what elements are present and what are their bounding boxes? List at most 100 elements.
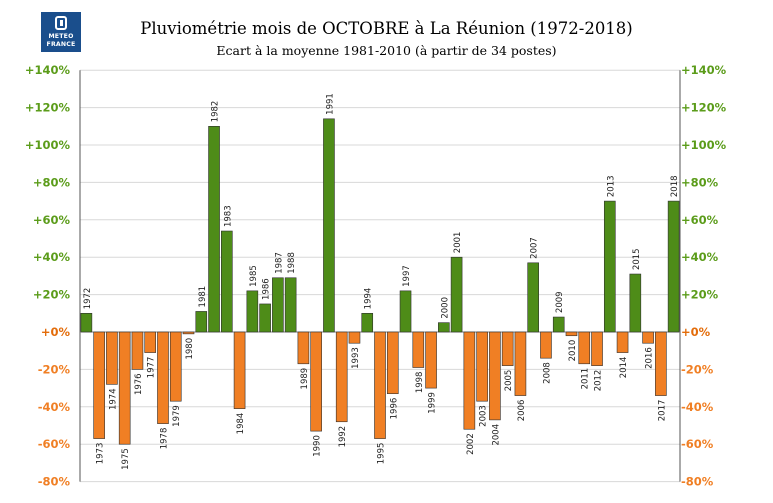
chart-subtitle: Ecart à la moyenne 1981-2010 (à partir d…	[216, 43, 557, 58]
bar-year-label: 2008	[542, 362, 552, 384]
bar-year-label: 1991	[325, 93, 335, 115]
bar-year-label: 1978	[159, 428, 169, 450]
bar-year-label: 1985	[249, 265, 259, 287]
bar-year-label: 1979	[172, 405, 182, 427]
y-tick-label-left: -80%	[38, 475, 71, 489]
y-tick-label-right: +60%	[681, 213, 719, 227]
y-tick-label-left: +120%	[25, 101, 71, 115]
y-tick-label-right: +80%	[681, 175, 719, 189]
bar	[438, 322, 450, 333]
bar-year-label: 2012	[594, 370, 604, 392]
bar	[616, 331, 629, 353]
bar	[361, 312, 374, 333]
y-tick-label-left: +60%	[33, 213, 71, 227]
y-tick-label-right: +100%	[681, 138, 727, 152]
bar-year-label: 2004	[491, 424, 501, 446]
bar	[629, 273, 642, 333]
bar-year-label: 2000	[440, 297, 450, 319]
y-tick-label-right: -20%	[681, 362, 714, 376]
bar	[157, 331, 169, 424]
bar-year-label: 2018	[670, 175, 680, 197]
bar	[259, 303, 271, 333]
bar-year-label: 1982	[211, 101, 221, 123]
y-tick-label-left: +100%	[25, 138, 71, 152]
bar-year-label: 2009	[555, 291, 565, 313]
y-tick-label-right: +0%	[681, 325, 711, 339]
bar-year-label: 1999	[428, 392, 438, 414]
bar-year-label: 2006	[517, 400, 527, 422]
bar	[246, 290, 259, 333]
y-tick-label-right: -80%	[681, 475, 714, 489]
bar-year-label: 2017	[657, 400, 667, 422]
bar	[221, 230, 233, 333]
bar-year-label: 1997	[402, 265, 412, 287]
bar-year-label: 1973	[96, 443, 106, 465]
y-tick-label-left: -60%	[38, 437, 71, 451]
bar-year-label: 1994	[364, 288, 374, 310]
bar-year-label: 2005	[504, 370, 514, 392]
bar	[374, 331, 386, 439]
meteo-france-logo-icon	[55, 16, 67, 30]
bar-year-label: 1976	[134, 373, 144, 395]
bar-year-label: 1990	[313, 435, 323, 457]
bar	[80, 312, 93, 333]
y-tick-label-left: +40%	[33, 250, 71, 264]
bar-year-label: 1981	[198, 286, 208, 308]
bar	[552, 316, 565, 333]
bar	[169, 331, 182, 402]
bar-year-label: 1974	[108, 388, 118, 410]
bar	[489, 331, 501, 421]
bar	[527, 262, 539, 333]
bar-year-label: 2013	[606, 175, 616, 197]
bar-year-label: 1996	[389, 398, 399, 420]
bar	[272, 277, 284, 333]
bar-year-label: 2001	[453, 232, 463, 254]
bar-year-label: 1987	[274, 252, 284, 274]
y-tick-label-right: -40%	[681, 400, 714, 414]
chart-title: Pluviométrie mois de OCTOBRE à La Réunio…	[140, 19, 633, 38]
bar-year-label: 2011	[581, 368, 591, 390]
bar	[284, 277, 297, 333]
bar	[386, 331, 399, 395]
y-tick-label-left: +20%	[33, 288, 71, 302]
bar	[540, 331, 552, 359]
bar-year-label: 1988	[287, 252, 297, 274]
bar	[297, 331, 310, 365]
bar-year-label: 1995	[377, 443, 387, 465]
y-tick-label-left: -40%	[38, 400, 71, 414]
bar	[642, 331, 654, 344]
bar-year-label: 1989	[300, 368, 310, 390]
y-tick-label-left: -20%	[38, 362, 71, 376]
bar	[118, 331, 131, 445]
meteo-france-logo: METEO FRANCE	[41, 12, 81, 52]
bar	[310, 331, 322, 432]
bar-year-label: 1980	[185, 338, 195, 360]
bar	[399, 290, 412, 333]
bar	[348, 331, 361, 344]
bar-year-label: 1975	[121, 448, 131, 470]
bar-year-label: 1983	[223, 205, 233, 227]
bar	[182, 331, 195, 335]
bar	[106, 331, 118, 385]
y-tick-label-right: +140%	[681, 63, 727, 77]
bar	[450, 256, 463, 333]
bar-year-label: 1993	[351, 347, 361, 369]
bar-year-label: 1972	[83, 288, 93, 310]
bar	[578, 331, 591, 365]
bar-year-label: 2010	[568, 340, 578, 362]
bar	[463, 331, 476, 430]
y-tick-label-left: +0%	[41, 325, 71, 339]
bar	[476, 331, 488, 402]
bar-year-label: 1992	[338, 426, 348, 448]
y-tick-label-left: +80%	[33, 175, 71, 189]
bar-year-label: 2015	[632, 248, 642, 270]
logo-text-line1: METEO	[48, 33, 74, 40]
bar	[335, 331, 348, 423]
bar	[603, 200, 616, 333]
bar	[323, 118, 335, 333]
bar	[591, 331, 603, 366]
bar	[195, 311, 208, 333]
bar-year-label: 2016	[645, 347, 655, 369]
bar	[233, 331, 246, 409]
